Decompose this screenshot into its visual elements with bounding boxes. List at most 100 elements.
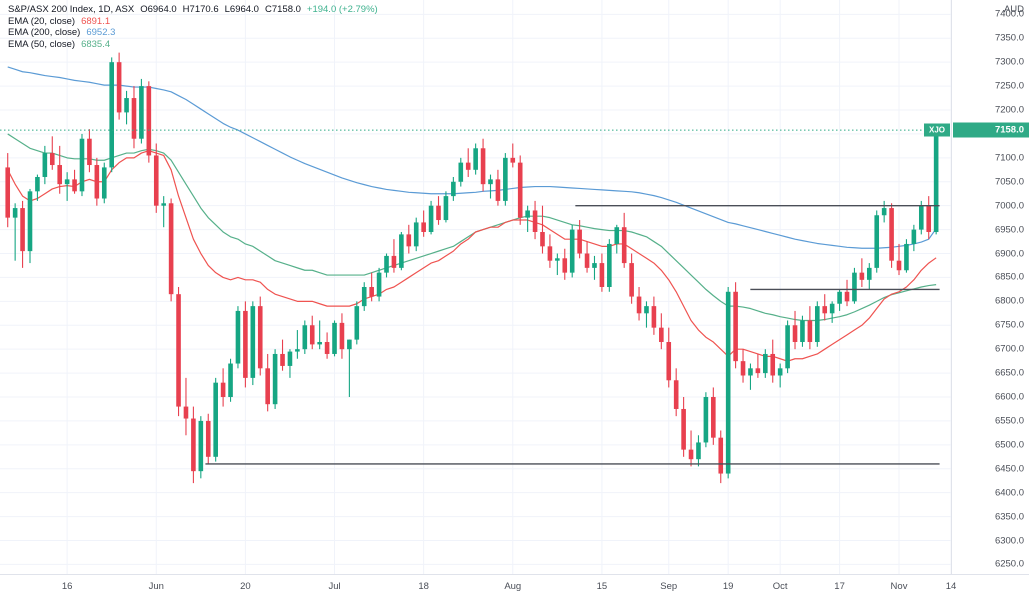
candle-body [673,380,679,409]
candle-body [5,167,11,218]
price-tick: 7350.0 [994,32,1024,44]
ema20-value: 6891.1 [81,15,111,27]
candle-body [436,205,441,221]
legend-row-ema200[interactable]: EMA (200, close) 6952.3 [8,27,378,39]
candle-body [272,353,278,405]
price-tick: 6750.0 [994,319,1024,331]
candle-body [49,153,55,166]
price-tick: 6900.0 [994,248,1024,260]
candle-body [510,157,516,163]
candle-body [725,291,731,474]
ohlc-close-label: C [264,4,272,15]
candle-body [651,306,657,328]
candle-body [131,98,137,139]
candle-body [12,208,18,218]
candle-body [451,181,456,197]
candle-body [629,263,634,297]
candle-body [599,263,605,287]
candle-body [376,272,382,297]
candle-body [399,234,404,268]
candle-body [740,361,746,376]
symbol-badge: XJO [924,123,950,137]
legend-row-ema50[interactable]: EMA (50, close) 6835.4 [8,39,378,51]
candle-body [844,291,850,302]
candle-body [881,208,887,216]
time-tick: 17 [834,581,845,592]
candle-body [64,179,70,185]
candle-body [718,437,724,474]
time-tick: Sep [660,581,678,592]
candle-body [27,191,33,252]
candle-body [859,272,865,280]
price-tick: 7250.0 [994,80,1024,92]
ohlc-open-value: 6964.0 [147,4,177,15]
candle-body [413,222,419,247]
chart-plot-area[interactable] [0,0,951,574]
candle-body [733,291,738,362]
ema50-value: 6835.4 [81,38,111,50]
price-tick: 7100.0 [994,152,1024,164]
candle-body [161,203,166,206]
candle-body [614,227,620,244]
candle-body [42,153,48,177]
time-tick: 15 [596,581,608,592]
price-tick: 6450.0 [994,463,1024,475]
price-axis[interactable]: AUD XJO 7158.0 7400.0 7350.0 7300.0 7250.0 7… [924,0,1029,574]
price-tick: 6250.0 [994,558,1024,570]
candle-body [785,325,790,369]
candle-body [139,86,144,139]
candle-body [94,165,100,199]
candle-body [384,255,389,273]
candle-body [918,205,924,230]
price-tick: 6850.0 [994,271,1024,283]
candle-body [480,148,486,185]
candle-body [421,222,426,232]
ema50-label: EMA (50, close) [8,38,76,50]
candle-body [815,306,820,343]
ema20-label: EMA (20, close) [8,15,76,27]
candle-body [198,420,204,472]
ohlc-low-value: 6964.0 [229,4,259,15]
candle-body [711,397,716,438]
candle-body [666,342,672,381]
candle-body [369,287,374,297]
candle-body [837,291,842,304]
candle-body [807,320,813,343]
price-tick: 6500.0 [994,439,1024,451]
grid-lines [0,0,951,574]
time-axis[interactable]: 16 Jun 20 Jul 18 Aug 15 Sep 19 Oct 17 Nov 14 [0,574,1029,601]
current-price-text: 7158.0 [994,124,1024,136]
symbol-badge-text: XJO [928,125,945,135]
candle-body [243,310,248,378]
time-tick: 19 [722,581,734,592]
time-tick: 20 [240,581,251,592]
time-tick: 16 [61,581,73,592]
candle-body [116,62,122,113]
legend-row-ema20[interactable]: EMA (20, close) 6891.1 [8,16,378,28]
candle-body [317,342,322,345]
ohlc-low-label: L [224,4,230,15]
candle-body [584,253,590,268]
candle-body [391,255,397,268]
candle-body [72,179,77,192]
candle-body [540,231,545,247]
time-tick: Jun [148,581,164,592]
candle-body [183,406,189,419]
candle-body [20,208,25,252]
time-tick: 14 [945,581,957,592]
candle-body [569,229,575,273]
candle-body [213,382,218,457]
ohlc-close-value: 7158.0 [271,4,301,15]
ema20-line [7,150,937,362]
candle-body [607,243,612,287]
ohlc-high-label: H [182,4,190,15]
price-tick: 6350.0 [994,511,1024,523]
candle-body [763,353,768,374]
candle-body [688,449,694,460]
candle-body [354,306,360,340]
candle-body [406,234,412,247]
candle-body [800,320,805,343]
candle-body [696,442,701,460]
ema200-line [7,66,937,249]
